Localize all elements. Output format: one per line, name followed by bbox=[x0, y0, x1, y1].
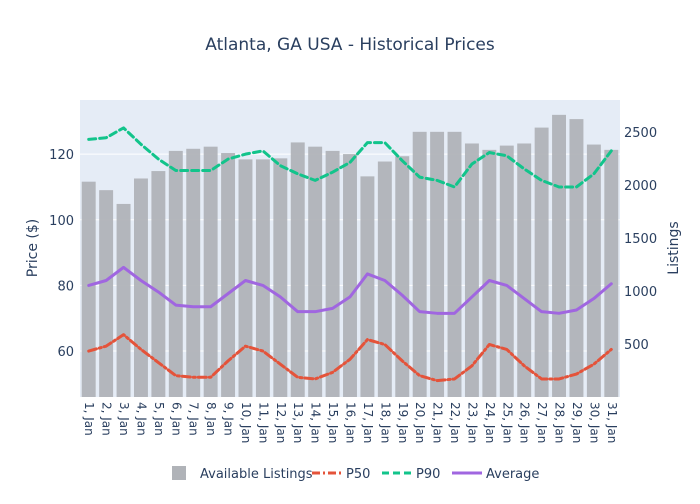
y-tick-right-label: 1000 bbox=[624, 285, 657, 300]
x-tick-label: 20, Jan bbox=[413, 402, 427, 443]
bar-listings bbox=[395, 156, 410, 397]
x-tick-label: 6, Jan bbox=[169, 402, 183, 436]
x-tick-label: 4, Jan bbox=[134, 402, 148, 436]
bar-listings bbox=[464, 143, 479, 397]
x-tick-label: 29, Jan bbox=[570, 402, 584, 443]
y-tick-right-label: 1500 bbox=[624, 232, 657, 247]
bar-listings bbox=[151, 171, 166, 397]
x-tick-label: 24, Jan bbox=[483, 402, 497, 443]
bar-listings bbox=[325, 150, 340, 397]
bar-listings bbox=[569, 119, 584, 397]
line-average bbox=[87, 265, 613, 315]
x-tick-label: 11, Jan bbox=[256, 402, 270, 443]
y-tick-right-label: 500 bbox=[624, 338, 649, 353]
bar-listings bbox=[360, 176, 375, 397]
x-tick-label: 26, Jan bbox=[518, 402, 532, 443]
x-tick-label: 31, Jan bbox=[605, 402, 619, 443]
x-tick-label: 17, Jan bbox=[361, 402, 375, 443]
bar-listings bbox=[203, 146, 218, 397]
x-tick-label: 13, Jan bbox=[291, 402, 305, 443]
bar-listings bbox=[343, 154, 357, 397]
bar-listings bbox=[134, 178, 148, 397]
bar-listings bbox=[552, 114, 566, 397]
x-axis-ticks: 1, Jan 2, Jan 3, Jan 4, Jan 5, Jan 6, Jan 7, J… bbox=[82, 402, 619, 443]
x-tick-label: 14, Jan bbox=[309, 402, 323, 443]
x-tick-label: 30, Jan bbox=[587, 402, 601, 443]
x-tick-label: 5, Jan bbox=[152, 402, 166, 436]
y-tick-right-label: 2000 bbox=[624, 179, 657, 194]
bar-listings bbox=[412, 131, 427, 398]
chart-title: Atlanta, GA USA - Historical Prices bbox=[205, 35, 495, 55]
bar-listings bbox=[308, 146, 323, 397]
x-tick-label: 1, Jan bbox=[82, 402, 96, 436]
bar-listings bbox=[290, 142, 305, 397]
legend-label: Average bbox=[486, 467, 539, 482]
x-tick-label: 25, Jan bbox=[500, 402, 514, 443]
bar-listings bbox=[447, 131, 462, 398]
bar-listings bbox=[255, 159, 270, 397]
x-tick-label: 27, Jan bbox=[535, 402, 549, 443]
bar-listings bbox=[186, 148, 201, 397]
bar-listings bbox=[81, 181, 96, 397]
x-tick-label: 10, Jan bbox=[239, 402, 253, 443]
y-tick-right-label: 2500 bbox=[624, 126, 657, 141]
x-tick-label: 9, Jan bbox=[222, 402, 236, 436]
bar-listings bbox=[430, 131, 445, 398]
left-axis-ticks: 60 80 100 120 bbox=[49, 148, 74, 360]
bar-listings bbox=[534, 127, 549, 397]
bar-listings bbox=[99, 190, 114, 397]
bar-listings bbox=[273, 158, 288, 397]
bar-listings bbox=[604, 149, 619, 397]
bar-listings bbox=[482, 149, 497, 397]
x-tick-label: 2, Jan bbox=[100, 402, 114, 436]
bars-layer bbox=[81, 114, 619, 398]
y-tick-left-label: 120 bbox=[49, 148, 74, 163]
x-tick-label: 22, Jan bbox=[448, 402, 462, 443]
y-tick-left-label: 60 bbox=[57, 345, 74, 360]
legend-label: Available Listings bbox=[200, 467, 313, 482]
bar-listings bbox=[238, 159, 253, 397]
x-tick-label: 15, Jan bbox=[326, 402, 340, 443]
legend-label: P90 bbox=[416, 467, 440, 482]
bar-listings bbox=[517, 143, 532, 397]
x-tick-label: 7, Jan bbox=[187, 402, 201, 436]
lines-layer bbox=[87, 126, 613, 383]
x-tick-label: 16, Jan bbox=[344, 402, 358, 443]
y-tick-left-label: 80 bbox=[57, 279, 74, 294]
bar-listings bbox=[116, 203, 131, 397]
right-axis-ticks: 500 1000 1500 2000 2500 bbox=[624, 126, 657, 353]
x-tick-label: 19, Jan bbox=[396, 402, 410, 443]
x-tick-label: 21, Jan bbox=[431, 402, 445, 443]
bar-listings bbox=[221, 153, 236, 397]
bar-listings bbox=[499, 145, 514, 397]
y-axis-left-label: Price ($) bbox=[25, 219, 41, 277]
x-tick-label: 18, Jan bbox=[378, 402, 392, 443]
x-tick-label: 28, Jan bbox=[553, 402, 567, 443]
line-p50 bbox=[87, 333, 613, 383]
y-axis-right-label: Listings bbox=[666, 221, 682, 274]
x-tick-label: 8, Jan bbox=[204, 402, 218, 436]
x-tick-label: 23, Jan bbox=[465, 402, 479, 443]
legend-label: P50 bbox=[346, 467, 370, 482]
bar-listings bbox=[586, 144, 601, 397]
legend-swatch-bar bbox=[172, 466, 186, 480]
y-tick-left-label: 100 bbox=[49, 214, 74, 229]
line-p90 bbox=[87, 126, 613, 189]
x-tick-label: 12, Jan bbox=[274, 402, 288, 443]
x-tick-label: 3, Jan bbox=[117, 402, 131, 436]
bar-listings bbox=[168, 150, 183, 397]
legend: Available Listings P50 P90 Average bbox=[172, 466, 539, 482]
